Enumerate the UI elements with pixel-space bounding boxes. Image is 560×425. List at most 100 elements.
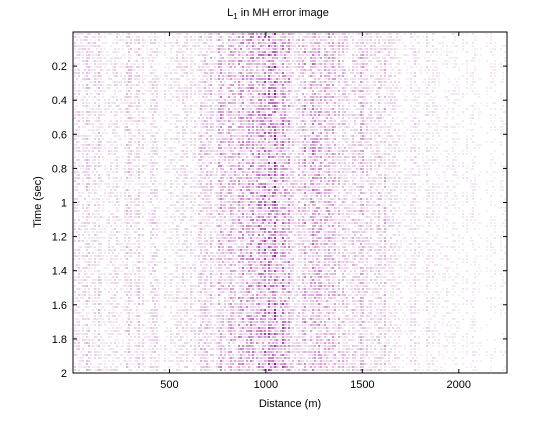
heatmap-cell bbox=[180, 276, 182, 278]
heatmap-cell bbox=[106, 132, 108, 134]
heatmap-cell bbox=[126, 39, 128, 41]
heatmap-cell bbox=[132, 264, 134, 266]
heatmap-cell bbox=[204, 90, 206, 92]
heatmap-cell bbox=[170, 291, 172, 293]
heatmap-cell bbox=[202, 222, 204, 224]
heatmap-cell bbox=[94, 246, 96, 248]
heatmap-cell bbox=[138, 303, 140, 305]
heatmap-cell bbox=[224, 270, 226, 272]
heatmap-cell bbox=[204, 186, 206, 188]
heatmap-cell bbox=[176, 234, 178, 236]
heatmap-cell bbox=[206, 291, 208, 293]
heatmap-cell bbox=[122, 63, 124, 65]
heatmap-cell bbox=[218, 75, 220, 77]
heatmap-cell bbox=[138, 171, 140, 173]
heatmap-cell bbox=[162, 288, 164, 290]
heatmap-cell bbox=[184, 150, 186, 152]
heatmap-cell bbox=[204, 93, 206, 95]
heatmap-cell bbox=[150, 216, 152, 218]
heatmap-cell bbox=[214, 78, 216, 80]
heatmap-cell bbox=[126, 285, 128, 287]
heatmap-cell bbox=[224, 117, 226, 119]
heatmap-cell bbox=[196, 246, 198, 248]
heatmap-cell bbox=[150, 282, 152, 284]
heatmap-cell bbox=[156, 108, 158, 110]
heatmap-cell bbox=[148, 141, 150, 143]
heatmap-cell bbox=[218, 345, 220, 347]
heatmap-cell bbox=[202, 180, 204, 182]
heatmap-cell bbox=[122, 249, 124, 251]
heatmap-cell bbox=[128, 78, 130, 80]
heatmap-cell bbox=[118, 48, 120, 50]
heatmap-cell bbox=[184, 87, 186, 89]
heatmap-cell bbox=[148, 216, 150, 218]
heatmap-cell bbox=[208, 318, 210, 320]
heatmap-cell bbox=[164, 144, 166, 146]
heatmap-cell bbox=[142, 357, 144, 359]
heatmap-cell bbox=[216, 45, 218, 47]
heatmap-cell bbox=[104, 237, 106, 239]
heatmap-cell bbox=[132, 165, 134, 167]
heatmap-cell bbox=[142, 111, 144, 113]
heatmap-cell bbox=[76, 264, 78, 266]
heatmap-cell bbox=[174, 354, 176, 356]
heatmap-cell bbox=[182, 90, 184, 92]
heatmap-cell bbox=[100, 306, 102, 308]
heatmap-cell bbox=[98, 324, 100, 326]
heatmap-cell bbox=[92, 303, 94, 305]
heatmap-cell bbox=[156, 180, 158, 182]
heatmap-cell bbox=[132, 138, 134, 140]
heatmap-cell bbox=[90, 87, 92, 89]
heatmap-cell bbox=[144, 75, 146, 77]
heatmap-cell bbox=[92, 198, 94, 200]
heatmap-cell bbox=[204, 279, 206, 281]
heatmap-cell bbox=[204, 294, 206, 296]
heatmap-cell bbox=[88, 183, 90, 185]
heatmap-cell bbox=[96, 216, 98, 218]
heatmap-cell bbox=[204, 42, 206, 44]
heatmap-cell bbox=[126, 207, 128, 209]
heatmap-cell bbox=[180, 168, 182, 170]
heatmap-cell bbox=[128, 96, 130, 98]
heatmap-cell bbox=[100, 183, 102, 185]
heatmap-cell bbox=[76, 129, 78, 131]
heatmap-cell bbox=[136, 312, 138, 314]
heatmap-cell bbox=[114, 168, 116, 170]
heatmap-cell bbox=[214, 66, 216, 68]
heatmap-cell bbox=[92, 222, 94, 224]
heatmap-cell bbox=[88, 102, 90, 104]
heatmap-cell bbox=[76, 174, 78, 176]
heatmap-cell bbox=[190, 138, 192, 140]
heatmap-cell bbox=[108, 345, 110, 347]
heatmap-cell bbox=[190, 234, 192, 236]
heatmap-cell bbox=[158, 222, 160, 224]
heatmap-cell bbox=[190, 51, 192, 53]
heatmap-cell bbox=[170, 342, 172, 344]
heatmap-cell bbox=[204, 330, 206, 332]
heatmap-cell bbox=[78, 117, 80, 119]
heatmap-cell bbox=[106, 87, 108, 89]
heatmap-cell bbox=[198, 270, 200, 272]
heatmap-cell bbox=[148, 84, 150, 86]
heatmap-cell bbox=[100, 228, 102, 230]
heatmap-cell bbox=[134, 324, 136, 326]
heatmap-cell bbox=[152, 156, 154, 158]
heatmap-cell bbox=[108, 69, 110, 71]
heatmap-cell bbox=[220, 318, 222, 320]
heatmap-cell bbox=[110, 354, 112, 356]
heatmap-cell bbox=[86, 261, 88, 263]
heatmap-cell bbox=[164, 54, 166, 56]
heatmap-cell bbox=[216, 135, 218, 137]
heatmap-cell bbox=[150, 63, 152, 65]
heatmap-cell bbox=[94, 66, 96, 68]
heatmap-cell bbox=[136, 246, 138, 248]
heatmap-cell bbox=[190, 105, 192, 107]
heatmap-cell bbox=[150, 72, 152, 74]
heatmap-cell bbox=[142, 234, 144, 236]
heatmap-cell bbox=[164, 114, 166, 116]
heatmap-cell bbox=[144, 90, 146, 92]
heatmap-cell bbox=[98, 105, 100, 107]
heatmap-cell bbox=[90, 285, 92, 287]
heatmap-cell bbox=[112, 123, 114, 125]
heatmap-cell bbox=[100, 144, 102, 146]
